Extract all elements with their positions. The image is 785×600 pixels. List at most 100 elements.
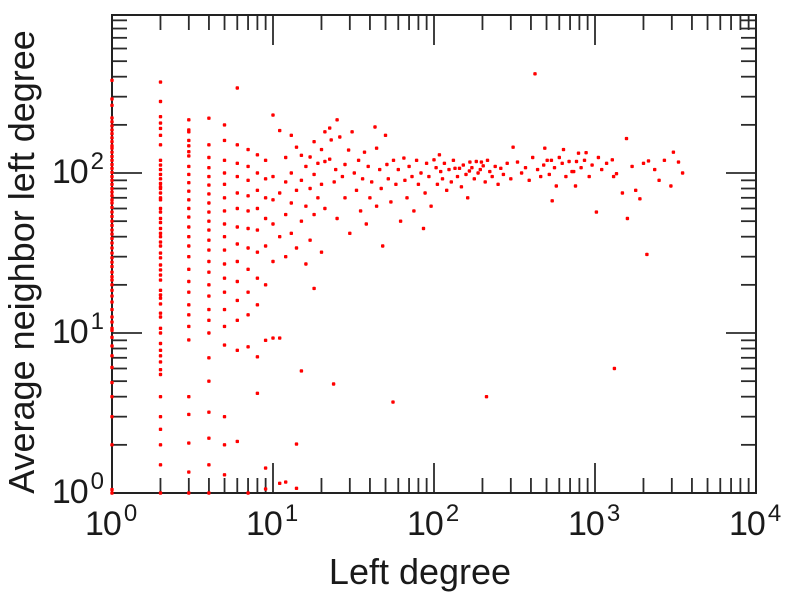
data-point bbox=[158, 240, 163, 244]
data-point bbox=[246, 267, 250, 271]
data-point bbox=[158, 311, 163, 315]
data-point bbox=[316, 196, 320, 200]
data-point bbox=[299, 219, 304, 223]
data-point bbox=[222, 276, 227, 280]
data-point bbox=[158, 244, 163, 248]
data-point bbox=[222, 196, 227, 200]
data-point bbox=[294, 486, 299, 490]
data-point bbox=[110, 294, 114, 298]
data-point bbox=[110, 315, 114, 319]
data-point bbox=[158, 99, 163, 104]
data-point bbox=[284, 155, 288, 160]
data-point bbox=[158, 216, 163, 221]
data-point bbox=[222, 262, 227, 266]
data-point bbox=[434, 166, 438, 170]
data-point bbox=[187, 181, 191, 185]
data-point bbox=[316, 161, 320, 165]
data-point bbox=[271, 336, 275, 340]
data-point bbox=[284, 212, 288, 217]
data-point bbox=[158, 348, 163, 352]
tick-label-base: 10 bbox=[51, 313, 89, 351]
data-point bbox=[110, 154, 114, 159]
data-point bbox=[255, 206, 260, 211]
data-point bbox=[423, 191, 427, 195]
data-point bbox=[455, 174, 460, 179]
data-point bbox=[485, 158, 490, 162]
data-point bbox=[370, 180, 374, 184]
data-point bbox=[158, 158, 163, 162]
data-point bbox=[207, 356, 211, 360]
data-point bbox=[278, 481, 282, 485]
data-point bbox=[638, 197, 642, 201]
data-point bbox=[158, 231, 163, 235]
data-point bbox=[289, 133, 293, 137]
data-point bbox=[158, 220, 163, 225]
data-point bbox=[222, 171, 227, 175]
tick-label-base: 10 bbox=[729, 505, 766, 543]
data-point bbox=[354, 188, 359, 192]
data-point bbox=[579, 166, 583, 170]
data-point bbox=[110, 201, 114, 205]
data-point bbox=[374, 204, 379, 208]
data-point bbox=[403, 178, 407, 182]
data-point bbox=[557, 155, 561, 160]
data-point bbox=[187, 138, 191, 143]
data-point bbox=[467, 169, 472, 173]
data-point bbox=[323, 206, 327, 211]
data-point bbox=[207, 248, 211, 252]
data-point bbox=[207, 270, 211, 274]
data-point bbox=[470, 166, 474, 170]
data-point bbox=[110, 116, 114, 120]
data-point bbox=[235, 439, 239, 444]
data-point bbox=[207, 228, 211, 232]
data-point bbox=[348, 231, 352, 235]
data-point bbox=[584, 151, 588, 155]
data-point bbox=[669, 184, 673, 188]
data-point bbox=[429, 204, 433, 208]
data-point bbox=[158, 206, 163, 211]
data-point bbox=[419, 171, 423, 175]
tick-label-exponent: 2 bbox=[445, 500, 460, 527]
data-point bbox=[158, 251, 163, 255]
data-point bbox=[110, 270, 114, 274]
data-point bbox=[352, 171, 356, 175]
data-point bbox=[646, 159, 651, 163]
data-point bbox=[329, 138, 333, 142]
data-point bbox=[587, 174, 591, 179]
data-point bbox=[207, 201, 211, 205]
data-point bbox=[543, 146, 547, 150]
data-point bbox=[222, 324, 227, 329]
data-point bbox=[110, 443, 114, 447]
data-point bbox=[207, 259, 211, 264]
data-point bbox=[158, 293, 163, 297]
data-point bbox=[620, 191, 625, 195]
data-point bbox=[110, 264, 114, 269]
data-point bbox=[402, 156, 406, 160]
data-point bbox=[246, 164, 250, 169]
data-point bbox=[110, 300, 114, 304]
data-point bbox=[542, 163, 546, 167]
data-point bbox=[630, 164, 634, 169]
data-point bbox=[594, 210, 599, 214]
data-point bbox=[255, 228, 260, 232]
data-point bbox=[158, 263, 163, 267]
data-point bbox=[610, 158, 614, 162]
data-point bbox=[442, 161, 447, 165]
data-point bbox=[263, 158, 268, 162]
data-point bbox=[271, 113, 275, 117]
data-point bbox=[187, 303, 191, 307]
data-point bbox=[158, 288, 163, 292]
data-point bbox=[158, 463, 163, 467]
data-point bbox=[207, 294, 211, 298]
data-point bbox=[263, 216, 268, 221]
plot-frame bbox=[111, 14, 757, 494]
data-point bbox=[187, 215, 191, 219]
data-point bbox=[110, 140, 114, 144]
data-point bbox=[641, 161, 646, 165]
data-point bbox=[255, 153, 260, 157]
data-point bbox=[110, 228, 114, 232]
data-point bbox=[246, 246, 250, 250]
data-point bbox=[235, 348, 239, 352]
data-point bbox=[396, 167, 400, 172]
